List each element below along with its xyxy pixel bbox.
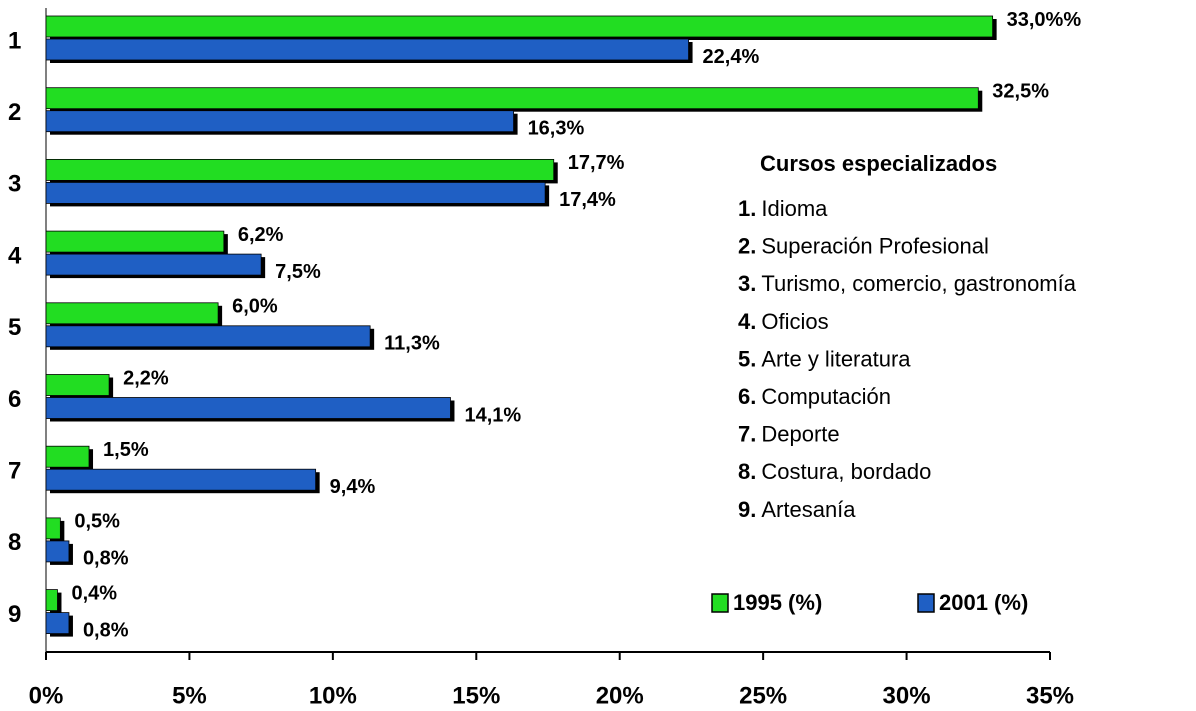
bar [45,302,219,325]
value-label: 32,5% [992,80,1049,102]
course-label: Arte y literatura [761,346,911,371]
value-label: 11,3% [384,333,440,355]
y-tick-label: 4 [8,242,22,269]
value-label: 0,8% [83,548,129,570]
value-label: 33,0%% [1007,9,1082,31]
value-label: 0,5% [74,511,120,533]
course-number: 9. [738,497,756,522]
course-item: 5. Arte y literatura [738,346,911,371]
course-label: Turismo, comercio, gastronomía [761,271,1076,296]
y-tick-label: 7 [8,458,21,485]
bar [45,468,317,491]
x-tick-label: 25% [739,682,787,709]
course-item: 7. Deporte [738,421,840,446]
bar [45,445,90,468]
bar [45,158,555,181]
value-label: 14,1% [464,404,521,426]
value-label: 17,4% [559,189,616,211]
bar [45,38,689,61]
course-number: 4. [738,309,756,334]
bar [45,325,371,348]
y-tick-label: 1 [8,27,21,54]
y-tick-label: 2 [8,99,21,126]
x-tick-label: 0% [29,682,64,709]
value-label: 6,2% [238,224,284,246]
course-list-title: Cursos especializados [760,151,997,176]
x-tick-label: 30% [883,682,931,709]
legend-label: 1995 (%) [733,590,822,615]
course-label: Costura, bordado [761,459,931,484]
value-label: 0,8% [83,619,129,641]
value-label: 9,4% [330,476,376,498]
x-tick-label: 35% [1026,682,1074,709]
course-item: 1. Idioma [738,196,828,221]
y-tick-label: 5 [8,314,21,341]
x-tick-label: 10% [309,682,357,709]
course-item: 2. Superación Profesional [738,233,989,258]
course-number: 2. [738,233,756,258]
bar [45,253,262,276]
course-number: 3. [738,271,756,296]
bar [45,612,70,634]
bar [45,181,546,204]
bar [45,230,225,253]
bar [45,540,70,563]
course-number: 6. [738,384,756,409]
y-tick-label: 6 [8,386,21,413]
value-label: 6,0% [232,296,278,318]
bar [45,589,58,611]
course-label: Oficios [761,309,828,334]
course-label: Idioma [761,196,828,221]
course-item: 6. Computación [738,384,891,409]
bar [45,374,110,396]
value-label: 2,2% [123,367,169,389]
course-item: 4. Oficios [738,309,829,334]
course-number: 5. [738,346,756,371]
x-tick-label: 20% [596,682,644,709]
value-label: 0,4% [71,582,117,604]
bar [45,397,451,419]
legend-swatch [711,593,729,613]
bar [45,110,514,133]
legend-label: 2001 (%) [939,590,1028,615]
course-item: 8. Costura, bordado [738,459,931,484]
value-label: 1,5% [103,439,149,461]
value-label: 7,5% [275,261,321,283]
value-label: 17,7% [568,152,625,174]
bar [45,517,61,540]
course-item: 9. Artesanía [738,497,856,522]
y-tick-label: 8 [8,529,21,556]
course-label: Superación Profesional [761,233,988,258]
y-tick-label: 9 [8,601,21,628]
x-tick-label: 5% [172,682,207,709]
course-label: Computación [761,384,891,409]
bar [45,15,994,38]
course-item: 3. Turismo, comercio, gastronomía [738,271,1077,296]
course-number: 7. [738,421,756,446]
course-number: 1. [738,196,756,221]
course-number: 8. [738,459,756,484]
value-label: 16,3% [528,117,585,139]
course-label: Deporte [761,421,839,446]
course-label: Artesanía [761,497,856,522]
legend-swatch [917,593,935,613]
bar [45,87,979,110]
y-tick-label: 3 [8,171,21,198]
x-tick-label: 15% [452,682,500,709]
value-label: 22,4% [703,46,760,68]
